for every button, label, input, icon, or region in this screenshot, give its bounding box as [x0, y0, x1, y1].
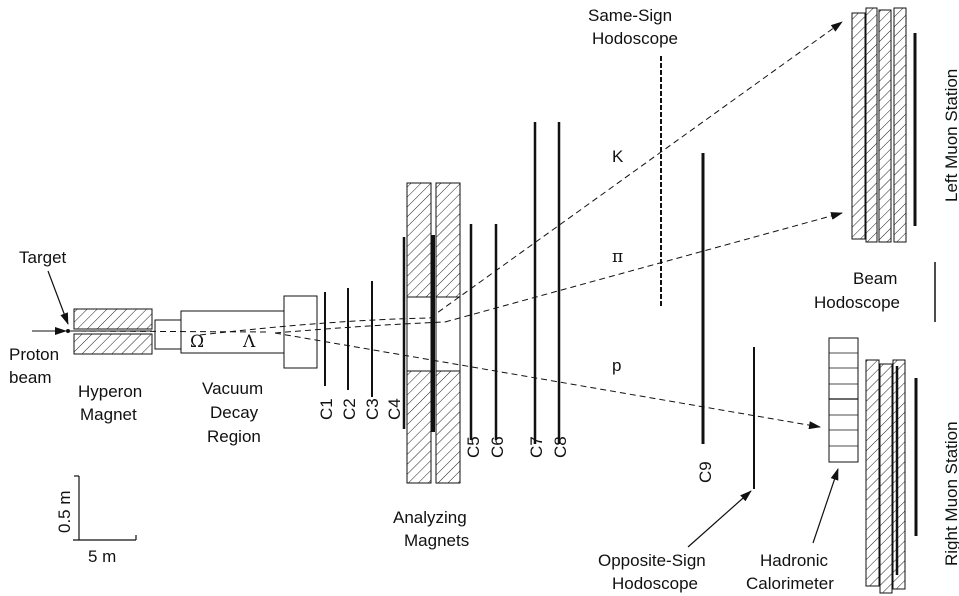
same-sign-label-1: Same-Sign — [588, 6, 672, 25]
hyperon-magnet-label-1: Hyperon — [78, 382, 142, 401]
chamber-c9-label: C9 — [696, 461, 715, 483]
opposite-sign-label-1: Opposite-Sign — [598, 551, 706, 570]
kaon-label: K — [612, 147, 624, 166]
kaon-track — [429, 21, 843, 319]
proton-beam-label-1: Proton — [9, 345, 59, 364]
hadronic-pointer — [812, 468, 839, 544]
chamber-c5-label: C5 — [464, 436, 483, 458]
hyperon-magnet — [73, 308, 153, 355]
right-muon-label: Right Muon Station — [942, 421, 959, 566]
vacuum-label-2: Decay — [210, 403, 259, 422]
analyzing-label-1: Analyzing — [393, 508, 467, 527]
proton-track — [274, 332, 821, 430]
beam-hodoscope-label-1: Beam — [853, 269, 897, 288]
opposite-sign-label-2: Hodoscope — [612, 574, 698, 593]
chamber-c7-label: C7 — [527, 436, 546, 458]
omega-track — [69, 330, 271, 333]
same-sign-label-2: Hodoscope — [592, 29, 678, 48]
collimator-box — [154, 319, 182, 350]
chamber-c1-label: C1 — [317, 398, 336, 420]
hadronic-label-2: Calorimeter — [746, 574, 834, 593]
hadronic-label-1: Hadronic — [760, 551, 829, 570]
lambda-label: Λ — [242, 332, 256, 352]
omega-label: Ω — [190, 332, 204, 352]
hadronic-calorimeter — [828, 337, 859, 463]
lambda-track-upper — [199, 317, 431, 336]
scale-horizontal-label: 5 m — [88, 547, 116, 566]
beam-hodoscope-label-2: Hodoscope — [814, 293, 900, 312]
lambda-track-lower — [274, 321, 446, 334]
analyzing-label-2: Magnets — [404, 531, 469, 550]
chamber-c6-label: C6 — [488, 436, 507, 458]
proton-label: p — [612, 356, 621, 375]
target-dot — [66, 329, 70, 333]
vacuum-label-3: Region — [207, 427, 261, 446]
target-label: Target — [19, 248, 67, 267]
chamber-c8-label: C8 — [551, 436, 570, 458]
vacuum-label-1: Vacuum — [202, 379, 263, 398]
analyzing-magnet-1 — [406, 182, 432, 484]
hyperon-magnet-label-2: Magnet — [80, 405, 137, 424]
proton-beam-label-2: beam — [9, 368, 52, 387]
left-muon-station — [851, 7, 917, 243]
right-muon-station — [865, 359, 918, 594]
analyzing-magnet-2 — [435, 182, 461, 484]
opposite-sign-pointer — [687, 490, 752, 548]
chamber-c2-label: C2 — [340, 398, 359, 420]
left-muon-label: Left Muon Station — [942, 69, 959, 202]
chamber-c4-label: C4 — [385, 398, 404, 420]
chamber-c3-label: C3 — [363, 398, 382, 420]
target-pointer — [47, 270, 69, 325]
pion-label: π — [612, 247, 623, 267]
scale-bar — [73, 475, 137, 541]
scale-vertical-label: 0.5 m — [55, 490, 74, 533]
pion-track — [444, 212, 843, 323]
